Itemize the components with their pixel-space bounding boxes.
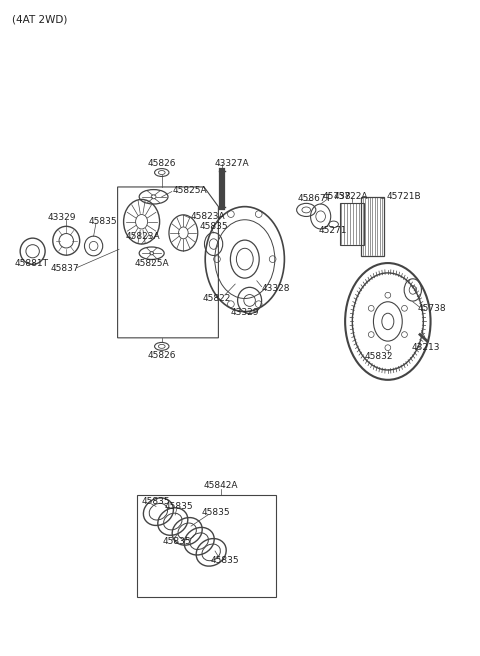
Text: 45825A: 45825A [134,259,169,268]
Bar [340,203,364,245]
Text: 45823A: 45823A [191,212,225,221]
Text: 43327A: 43327A [214,159,249,169]
Text: (4AT 2WD): (4AT 2WD) [12,14,67,24]
Text: 45822: 45822 [203,294,231,303]
Text: 45271: 45271 [318,226,347,236]
Text: 43329: 43329 [48,213,76,222]
Text: 45738: 45738 [418,304,446,313]
Text: 45867T: 45867T [298,194,332,203]
Bar [361,197,384,256]
Text: 45721B: 45721B [387,192,421,201]
Text: 45835: 45835 [165,502,193,511]
Text: 43329: 43329 [230,308,259,318]
Text: 45835: 45835 [202,508,230,518]
Text: 43328: 43328 [262,284,290,293]
Text: 43213: 43213 [412,343,441,352]
Text: 45722A: 45722A [333,192,368,201]
Text: 45835: 45835 [210,556,239,565]
Text: 45825A: 45825A [173,186,207,195]
Text: 45835: 45835 [200,222,228,231]
Text: 45826: 45826 [147,159,176,169]
Bar [137,495,276,597]
Text: 45842A: 45842A [204,481,238,490]
Text: 45823A: 45823A [126,232,160,241]
Text: 45835: 45835 [89,217,118,226]
Text: 45837: 45837 [50,264,79,274]
Text: 45832: 45832 [365,352,394,361]
Text: 45835: 45835 [141,497,170,506]
Text: 45881T: 45881T [14,259,48,268]
Text: 45835: 45835 [162,537,191,546]
Text: 45738: 45738 [323,192,352,201]
Text: 45826: 45826 [147,351,176,360]
